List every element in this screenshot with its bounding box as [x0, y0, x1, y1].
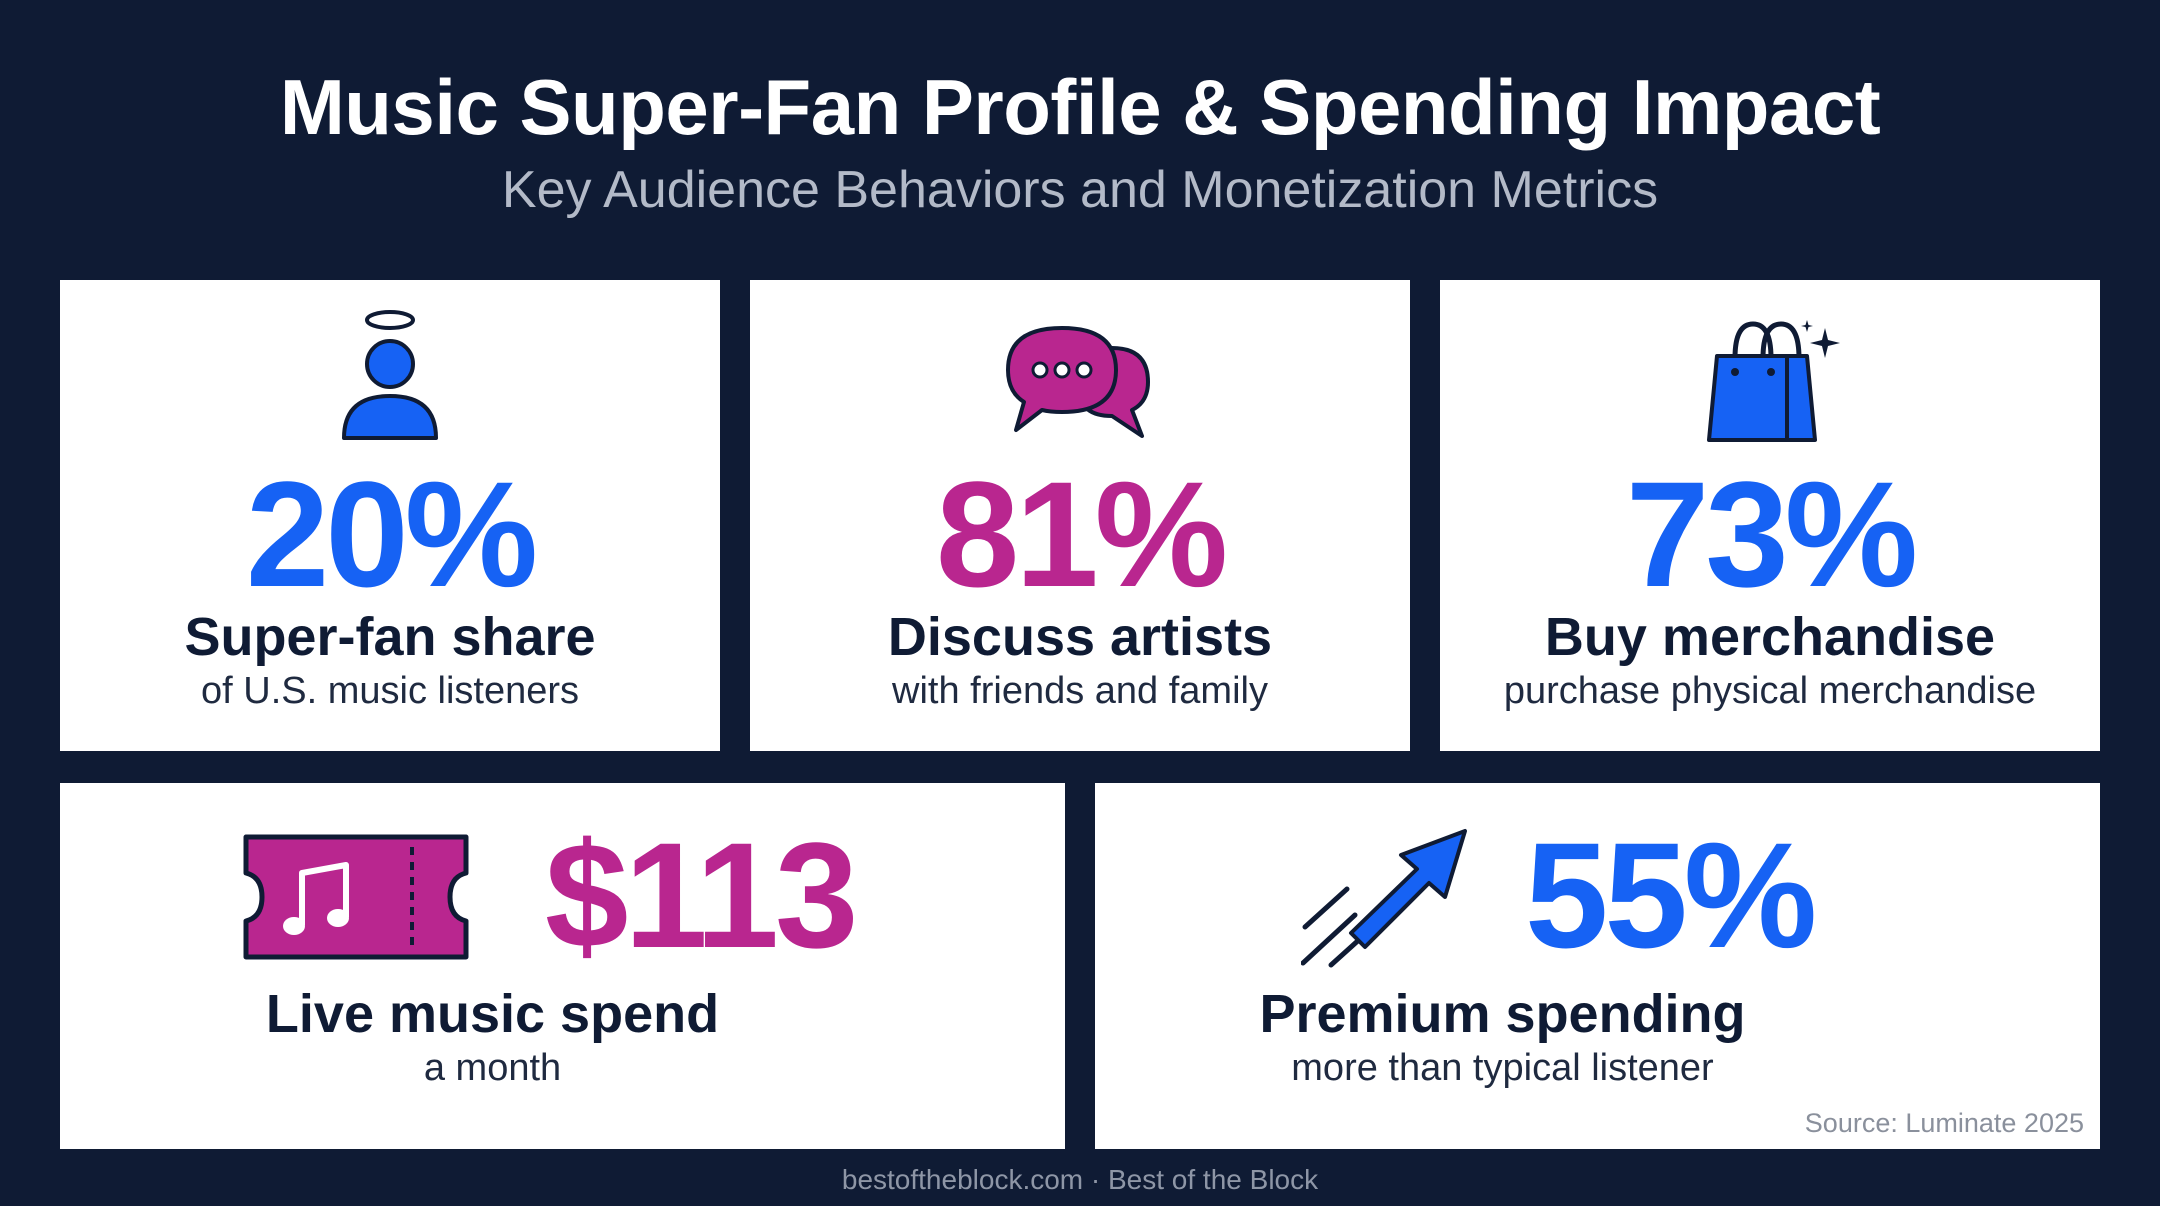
stat-card-buy-merchandise: 73% Buy merchandise purchase physical me… [1440, 280, 2100, 751]
stat-value: $113 [545, 811, 858, 979]
stat-description: more than typical listener [1291, 1047, 1714, 1089]
stat-value: 55% [1525, 811, 1817, 979]
stat-label: Super-fan share [184, 607, 596, 667]
shopping-bag-sparkle-icon [1440, 316, 2100, 446]
stat-value: 20% [245, 450, 538, 618]
stat-label: Premium spending [1259, 984, 1746, 1044]
superfan-person-halo-icon [60, 306, 720, 446]
music-ticket-icon [236, 833, 476, 966]
stat-label: Buy merchandise [1544, 607, 1996, 667]
stat-description: a month [423, 1047, 562, 1089]
stat-description: purchase physical merchandise [1503, 670, 2037, 712]
stat-description: with friends and family [892, 670, 1268, 712]
stat-card-discuss-artists: 81% Discuss artists with friends and fam… [750, 280, 1410, 751]
stat-card-superfan-share: 20% Super-fan share of U.S. music listen… [60, 280, 720, 751]
source-note: Source: Luminate 2025 [1804, 1108, 2084, 1138]
stat-value: 73% [1625, 450, 1918, 618]
chat-bubbles-icon [750, 320, 1410, 446]
stat-card-live-music-spend: $113 Live music spend a month [60, 783, 1065, 1149]
footer-credit: bestoftheblock.com · Best of the Block [841, 1164, 1319, 1195]
stat-label: Discuss artists [887, 607, 1273, 667]
stat-description: of U.S. music listeners [201, 670, 579, 712]
page-subtitle: Key Audience Behaviors and Monetization … [501, 161, 1659, 219]
stat-card-premium-spending: 55% Premium spending more than typical l… [1095, 783, 2100, 1149]
upward-arrow-icon [1300, 823, 1477, 978]
stat-value: 81% [935, 450, 1228, 618]
page-title: Music Super-Fan Profile & Spending Impac… [279, 63, 1881, 151]
stat-label: Live music spend [265, 984, 720, 1044]
